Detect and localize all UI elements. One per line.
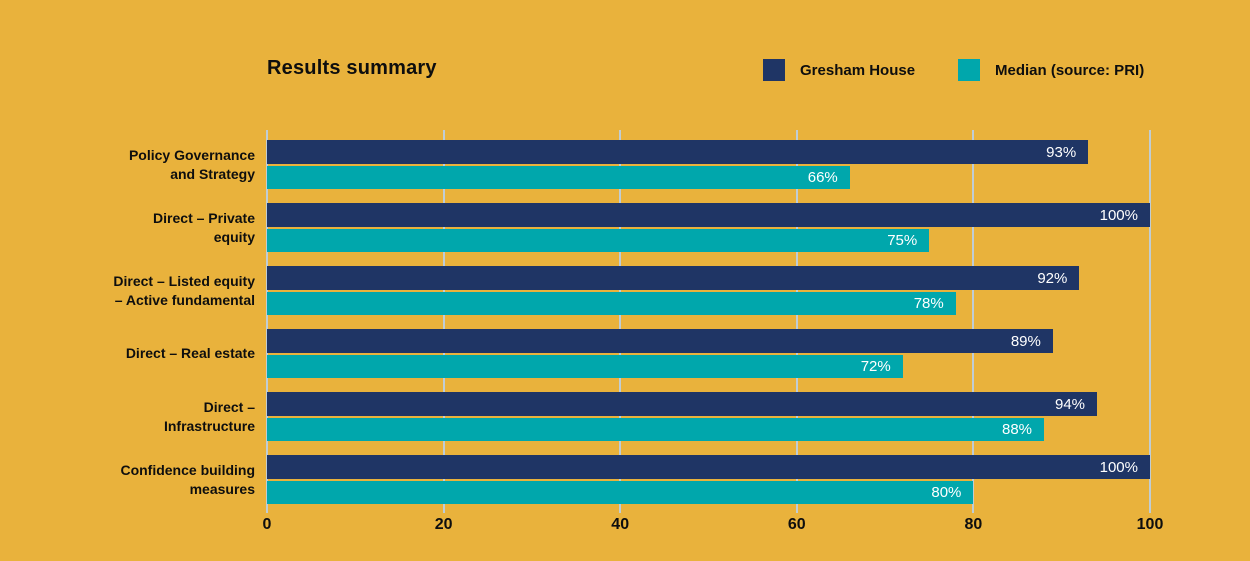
- category-label-text: Direct – Real estate: [125, 345, 255, 361]
- bar-group: 93% 66%: [267, 140, 1150, 189]
- bar-value-label: 75%: [887, 232, 918, 249]
- bar-gresham-house: 89%: [267, 329, 1053, 353]
- gridline: [795, 130, 798, 513]
- category-label: Direct – Listed equity – Active fundament…: [30, 266, 255, 315]
- bar-value-label: 93%: [1046, 143, 1077, 161]
- category-label-text: Direct – Infrastructure: [163, 398, 255, 434]
- bar-group: 100% 75%: [267, 203, 1150, 252]
- plot-area: 0 20 40 60 80 100 93% 66% 100% 75% 92% 78% 89% 72% 94%…: [263, 130, 1163, 533]
- x-axis-tick-label: 40: [611, 516, 630, 533]
- gridline: [619, 130, 622, 513]
- legend-item-label: Median (source: PRI): [995, 61, 1145, 79]
- bar-median-source-pri: 66%: [267, 166, 850, 189]
- bar-value-label: 100%: [1099, 458, 1138, 476]
- x-axis-tick-label: 20: [434, 516, 453, 533]
- legend-item-1: Median (source: PRI): [958, 59, 1144, 81]
- bar-median-source-pri: 88%: [267, 418, 1045, 441]
- category-label-text: Direct – Private equity: [153, 209, 255, 245]
- gridline: [442, 130, 445, 513]
- category-label: Confidence building measures: [30, 455, 255, 504]
- bar-value-label: 72%: [860, 358, 891, 375]
- category-labels: Policy Governance and Strategy Direct – Pr…: [30, 140, 255, 518]
- category-label: Direct – Private equity: [30, 203, 255, 252]
- legend-swatch-icon: [958, 59, 980, 81]
- bar-value-label: 88%: [1002, 421, 1033, 438]
- bar-value-label: 100%: [1099, 206, 1138, 224]
- bar-value-label: 66%: [807, 169, 838, 186]
- legend-item-0: Gresham House: [763, 59, 915, 81]
- bar-value-label: 92%: [1037, 269, 1068, 287]
- bar-median-source-pri: 75%: [267, 229, 930, 252]
- x-axis-tick-label: 80: [964, 516, 983, 533]
- legend-swatch-icon: [763, 59, 785, 81]
- gridline: [266, 130, 268, 513]
- bar-median-source-pri: 80%: [267, 481, 974, 504]
- bar-group: 92% 78%: [267, 266, 1150, 315]
- x-axis-tick-label: 60: [787, 516, 806, 533]
- chart-title: Results summary: [267, 57, 437, 79]
- bar-group: 100% 80%: [267, 455, 1150, 504]
- bar-gresham-house: 100%: [267, 203, 1150, 227]
- gridline: [1149, 130, 1151, 513]
- bar-group: 94% 88%: [267, 392, 1150, 441]
- bar-median-source-pri: 72%: [267, 355, 903, 378]
- x-axis-tick-label: 0: [262, 516, 272, 533]
- category-label: Policy Governance and Strategy: [30, 140, 255, 189]
- bar-value-label: 94%: [1054, 395, 1086, 413]
- bar-rows: 93% 66% 100% 75% 92% 78% 89% 72% 94% 88% 100% 80%: [267, 140, 1150, 518]
- legend-item-label: Gresham House: [800, 61, 916, 79]
- bar-gresham-house: 93%: [267, 140, 1089, 164]
- category-label-text: Direct – Listed equity – Active fundament…: [113, 272, 255, 308]
- bar-group: 89% 72%: [267, 329, 1150, 378]
- x-axis-tick-label: 100: [1136, 516, 1164, 533]
- gridline: [972, 130, 975, 513]
- bar-value-label: 80%: [931, 484, 962, 501]
- category-label-text: Policy Governance and Strategy: [128, 146, 255, 182]
- bar-gresham-house: 92%: [267, 266, 1080, 290]
- bar-gresham-house: 100%: [267, 455, 1150, 479]
- category-label: Direct – Infrastructure: [30, 392, 255, 441]
- bar-value-label: 78%: [913, 295, 944, 312]
- bar-value-label: 89%: [1010, 332, 1041, 350]
- bar-median-source-pri: 78%: [267, 292, 956, 315]
- category-label: Direct – Real estate: [30, 329, 255, 378]
- bar-gresham-house: 94%: [267, 392, 1098, 416]
- category-label-text: Confidence building measures: [120, 461, 255, 497]
